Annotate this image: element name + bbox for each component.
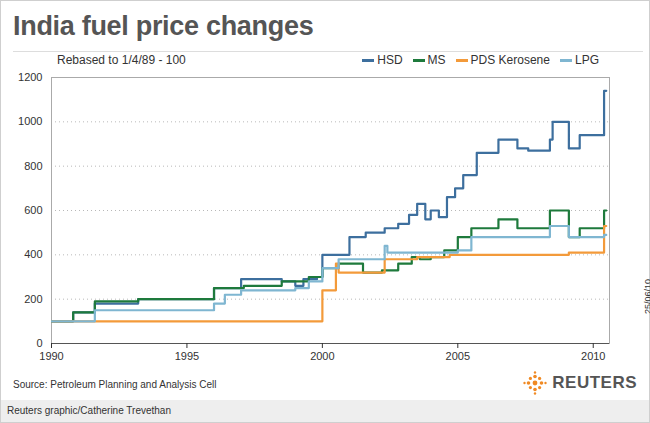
svg-text:0: 0 [36, 337, 42, 349]
svg-text:2010: 2010 [581, 350, 605, 362]
html-text:MS: MS [427, 53, 446, 67]
html-text:Reuters graphic/Catherine Trev: Reuters graphic/Catherine Trevethan [7, 405, 171, 416]
svg-text:1995: 1995 [175, 350, 199, 362]
html-text:India fuel price changes: India fuel price changes [13, 11, 314, 41]
html-text:LPG: LPG [575, 53, 599, 67]
svg-text:200: 200 [24, 293, 42, 305]
html-text:HSD: HSD [377, 53, 403, 67]
svg-text:1000: 1000 [18, 115, 42, 127]
html-text:Rebased to 1/4/89 - 100: Rebased to 1/4/89 - 100 [57, 53, 186, 67]
svg-text:800: 800 [24, 160, 42, 172]
svg-text:400: 400 [24, 248, 42, 260]
svg-text:2000: 2000 [310, 350, 334, 362]
html-text:Source: Petroleum Planning and: Source: Petroleum Planning and Analysis … [13, 379, 217, 390]
html-text:PDS Kerosene: PDS Kerosene [470, 53, 550, 67]
html-text:REUTERS: REUTERS [552, 373, 637, 392]
svg-text:1200: 1200 [18, 71, 42, 83]
svg-text:1990: 1990 [39, 350, 63, 362]
svg-text:600: 600 [24, 204, 42, 216]
svg-text:2005: 2005 [446, 350, 470, 362]
